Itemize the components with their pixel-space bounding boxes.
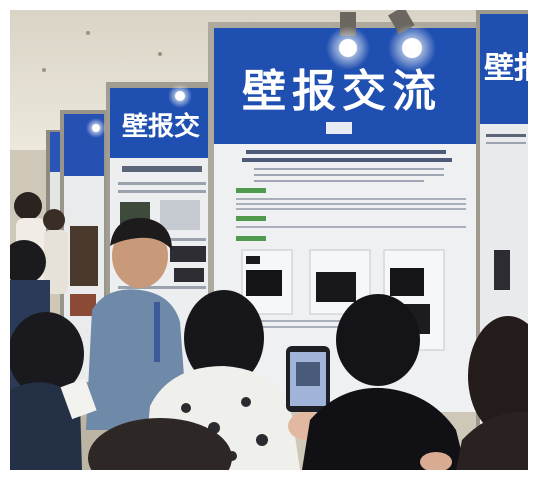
person-left-edge [10, 240, 97, 470]
section-label [236, 236, 266, 241]
second-board-heading: 壁报交 [122, 111, 200, 142]
ceiling-light-dot [86, 31, 90, 35]
main-board-heading: 壁报交流 [242, 66, 442, 117]
section-label [236, 216, 266, 221]
ceiling-light-dot [42, 68, 46, 72]
person-woman-floral [144, 290, 300, 470]
person-foreground-bottom [88, 418, 232, 470]
spotlight-small [86, 84, 192, 138]
spotlight-left [326, 12, 370, 70]
smartphone [286, 346, 330, 440]
section-label [236, 188, 266, 193]
poster-session-photo: 壁报交 壁报交流 [10, 10, 528, 470]
ceiling-light-dot [158, 52, 162, 56]
right-board-heading: 壁报 [484, 51, 528, 86]
board-number-tag [326, 122, 352, 134]
person-right-foreground [456, 316, 528, 470]
photo-frame: 壁报交 壁报交流 [10, 10, 528, 470]
spotlight-right [388, 10, 436, 72]
person-woman-black-top [302, 294, 466, 470]
hand [420, 452, 452, 470]
